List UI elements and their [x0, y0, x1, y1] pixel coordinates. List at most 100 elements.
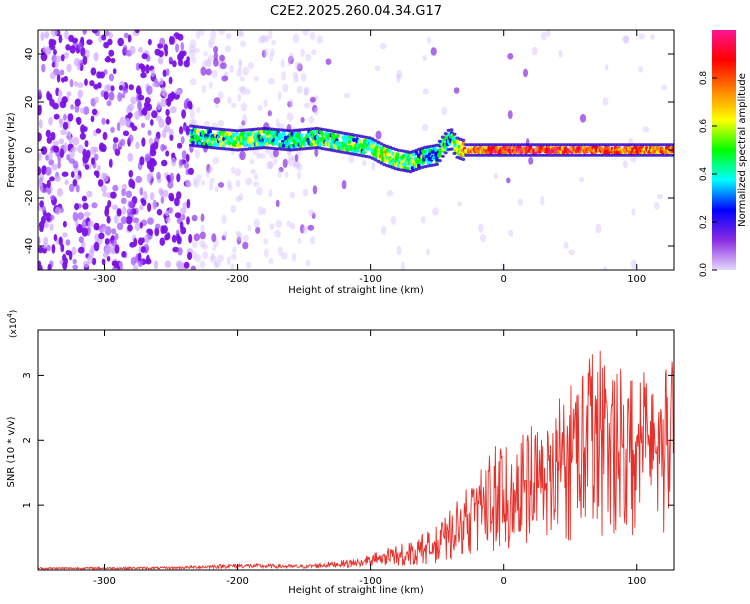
spectrogram-cell: [480, 234, 486, 242]
spectrogram-cell: [64, 179, 69, 185]
spectrogram-ridge-edge: [595, 153, 600, 157]
spectrogram-cell: [164, 234, 170, 241]
spectrogram-cell: [113, 214, 119, 224]
spectrogram-cell: [277, 169, 282, 178]
spectrogram-cell: [579, 176, 585, 183]
spectrogram-cell: [66, 63, 72, 73]
spectrogram-cell: [79, 132, 86, 140]
spectrogram-ridge-edge: [484, 143, 489, 147]
spectrogram-ridge-edge: [669, 143, 674, 147]
colorbar-tick-label: 0.6: [699, 119, 709, 134]
spectrogram-ridge-edge: [499, 153, 504, 157]
spectrogram-cell: [51, 54, 57, 63]
spectrogram-cell: [275, 199, 280, 208]
spectrogram-cell: [287, 57, 292, 67]
spectrogram-cell: [40, 52, 48, 62]
spectrogram-cell: [130, 256, 136, 266]
spectrogram-cell: [314, 147, 319, 157]
spectrogram-cell: [242, 241, 249, 250]
spectrogram-ridge-edge: [276, 128, 281, 132]
spectrogram-cell: [430, 47, 437, 56]
snr-x-tick-label: -100: [359, 576, 382, 587]
spectrogram-cell: [162, 69, 167, 77]
spectrogram-cell: [602, 97, 609, 106]
spectrogram-cell: [390, 216, 397, 225]
spectrogram-cell: [181, 150, 187, 160]
spectrogram-ridge-edge: [443, 151, 448, 155]
spectrogram-ridge-edge: [417, 147, 422, 151]
spectrogram-ridge-edge: [320, 147, 325, 151]
spectrogram-cell: [101, 258, 106, 265]
spectrogram-ridge-edge: [364, 154, 369, 159]
spectrogram-ridge-edge: [285, 148, 290, 152]
spectrogram-ridge-edge: [505, 153, 510, 157]
snr-series-line: [38, 350, 674, 570]
spectrogram-cell: [211, 70, 218, 78]
spectrogram-ridge-edge: [584, 143, 589, 147]
spectrogram-cell: [194, 149, 201, 159]
spectrogram-cell: [168, 56, 173, 62]
spectrogram-cell: [137, 252, 142, 262]
spectrogram-cell: [241, 114, 248, 124]
spectrogram-cell: [177, 247, 183, 256]
spectrogram-cell: [262, 207, 267, 215]
spectrogram-cell: [77, 89, 84, 99]
spectrogram-cell: [203, 50, 208, 57]
spectrogram-cell: [223, 231, 228, 238]
spectrogram-ridge-cell: [299, 133, 304, 138]
spectrogram-cell: [44, 46, 52, 56]
spectrogram-ridge-edge: [511, 153, 515, 157]
spectrogram-cell: [257, 104, 263, 111]
spectrogram-ridge-edge: [259, 146, 264, 150]
spectrogram-ridge-edge: [648, 143, 653, 147]
spectrogram-cell: [623, 35, 630, 44]
spectrogram-cell: [453, 87, 460, 94]
spectrogram-ridge-edge: [352, 152, 357, 156]
spectrogram-cell: [122, 87, 129, 94]
spectrogram-cell: [110, 126, 115, 133]
spectrogram-cell: [312, 104, 318, 113]
spectrogram-cell: [654, 202, 660, 210]
spectrogram-cell: [161, 159, 168, 167]
spectrogram-ridge-cell: [283, 135, 288, 141]
spectrogram-cell: [286, 112, 294, 122]
spectrogram-cell: [65, 239, 71, 246]
spectrogram-cell: [135, 141, 140, 150]
spectrogram-cell: [101, 34, 107, 41]
colorbar-tick-label: 0.8: [699, 71, 709, 86]
spectrogram-cell: [212, 157, 220, 165]
spectrogram-cell: [260, 34, 267, 43]
spectrogram-cell: [208, 166, 214, 173]
spectrogram-cell: [206, 163, 211, 174]
spectrogram-cell: [46, 244, 51, 252]
spectrogram-ridge-edge: [598, 153, 603, 157]
spectrogram-ridge-edge: [373, 158, 378, 162]
spectrogram-cell: [163, 43, 168, 52]
colorbar-tick-label: 0.4: [699, 167, 709, 182]
spectrogram-cell: [149, 149, 157, 157]
spectrogram-ridge-edge: [385, 144, 390, 148]
spectrogram-cell: [116, 121, 121, 132]
spectrogram-ridge-edge: [590, 153, 594, 157]
spectrogram-cell: [51, 163, 58, 171]
spectrogram-cell: [191, 214, 198, 222]
spectrogram-ridge-edge: [593, 153, 597, 157]
spectrogram-cell: [127, 34, 132, 43]
spectrogram-ridge-edge: [294, 147, 299, 152]
spectrogram-cell: [271, 39, 277, 46]
spectrogram-cell: [59, 69, 65, 76]
spectrogram-cell: [256, 153, 262, 159]
spectrogram-ridge-edge: [461, 138, 466, 142]
spectrogram-cell: [166, 97, 172, 107]
spectrogram-cell: [38, 119, 43, 129]
spectrogram-ridge-edge: [256, 127, 261, 131]
spectrogram-cell: [105, 55, 111, 63]
spectrogram-ridge-edge: [282, 147, 287, 151]
spectrogram-ridge-edge: [604, 143, 609, 147]
spectrogram-cell: [57, 188, 63, 197]
spectrogram-ridge-edge: [306, 127, 311, 131]
spectrogram-ridge-edge: [540, 143, 545, 147]
spectrogram-cell: [73, 80, 78, 87]
spectrogram-ridge-edge: [300, 128, 305, 132]
spectrogram-cell: [83, 106, 90, 115]
